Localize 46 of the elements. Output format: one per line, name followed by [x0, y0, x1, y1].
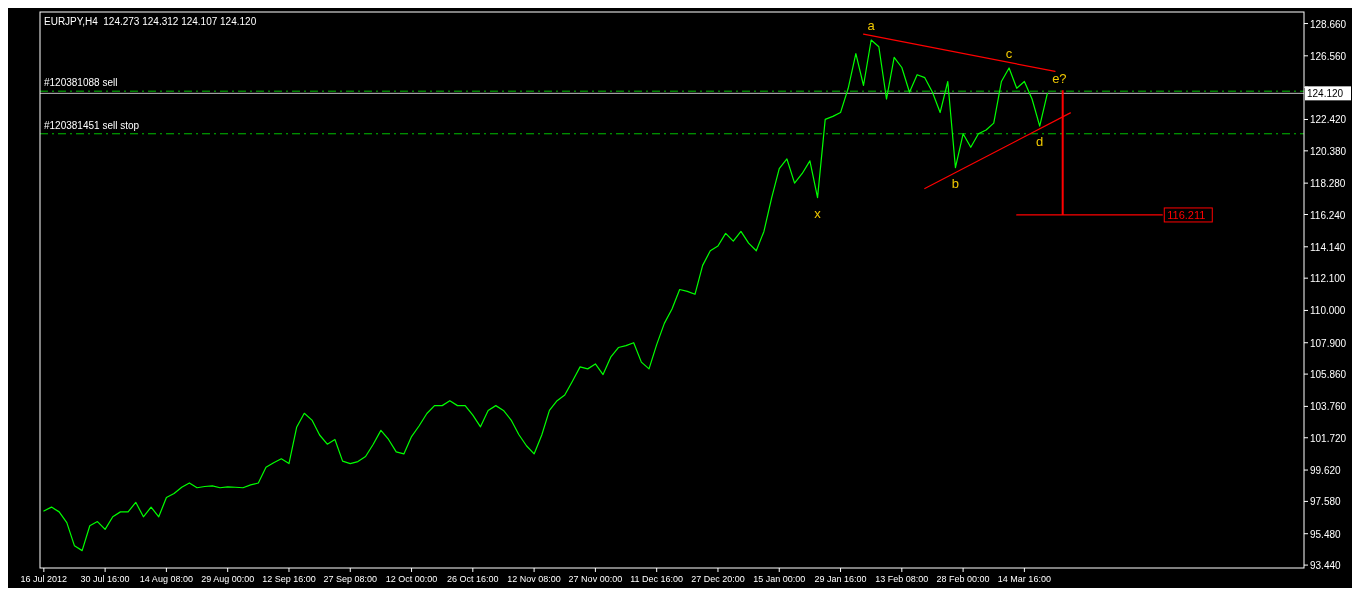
- x-tick-label: 14 Mar 16:00: [997, 574, 1051, 584]
- data-label: 116.211: [1167, 208, 1206, 221]
- y-tick-label: 118.280: [1310, 178, 1346, 190]
- annotation: e?: [1052, 71, 1067, 87]
- x-tick-label: 29 Aug 00:00: [201, 574, 255, 584]
- y-tick-label: 103.760: [1310, 401, 1347, 413]
- x-tick-label: 14 Aug 08:00: [139, 574, 193, 584]
- y-tick-label: 105.860: [1310, 369, 1347, 381]
- y-tick-label: 128.660: [1310, 18, 1347, 30]
- annotation: c: [1005, 45, 1013, 61]
- annotation: x: [814, 205, 822, 221]
- y-tick-label: 122.420: [1310, 114, 1347, 126]
- annotation: b: [951, 175, 960, 191]
- y-tick-label: 110.000: [1310, 305, 1346, 317]
- ref-line-label: #120381088 sell: [44, 77, 118, 89]
- x-tick-label: 12 Nov 08:00: [507, 574, 561, 584]
- y-tick-label: 93.440: [1310, 560, 1342, 572]
- annotation: d: [1036, 134, 1044, 150]
- ref-line-label: 124.120: [1307, 88, 1344, 100]
- x-tick-label: 30 Jul 16:00: [80, 574, 130, 584]
- ref-line-label: #120381451 sell stop: [44, 119, 140, 131]
- x-tick-label: 16 Jul 2012: [20, 574, 68, 584]
- x-tick-label: 15 Jan 00:00: [753, 574, 806, 584]
- x-tick-label: 11 Dec 16:00: [630, 574, 684, 584]
- x-tick-label: 13 Feb 08:00: [875, 574, 929, 584]
- x-tick-label: 12 Oct 00:00: [385, 574, 438, 584]
- x-tick-label: 27 Dec 20:00: [691, 574, 745, 584]
- y-tick-label: 107.900: [1310, 337, 1347, 349]
- x-tick-label: 27 Nov 00:00: [568, 574, 623, 584]
- chart-title: EURJPY,H4 124.273 124.312 124.107 124.120: [44, 16, 257, 27]
- x-tick-label: 27 Sep 08:00: [323, 574, 378, 584]
- y-tick-label: 116.240: [1310, 209, 1346, 221]
- y-tick-label: 99.620: [1310, 465, 1342, 477]
- y-tick-label: 101.720: [1310, 432, 1347, 444]
- y-tick-label: 112.100: [1310, 273, 1346, 285]
- x-tick-label: 12 Sep 16:00: [262, 574, 316, 584]
- x-tick-label: 29 Jan 16:00: [814, 574, 867, 584]
- y-tick-label: 95.480: [1310, 528, 1342, 540]
- y-tick-label: 126.560: [1310, 50, 1347, 62]
- line-series: [43, 39, 1048, 552]
- y-tick-label: 97.580: [1310, 496, 1342, 508]
- annotation: a: [867, 17, 876, 33]
- y-tick-label: 120.380: [1310, 145, 1347, 157]
- x-tick-label: 28 Feb 00:00: [936, 574, 990, 584]
- x-tick-label: 26 Oct 16:00: [447, 574, 499, 584]
- y-tick-label: 114.140: [1310, 241, 1346, 253]
